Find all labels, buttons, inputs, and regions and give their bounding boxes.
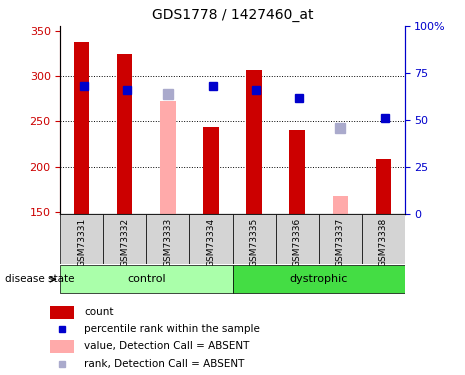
- Text: count: count: [84, 307, 113, 317]
- Bar: [275, 214, 319, 264]
- Bar: [204, 127, 219, 214]
- Text: control: control: [127, 274, 166, 284]
- Text: percentile rank within the sample: percentile rank within the sample: [84, 324, 260, 334]
- Bar: [190, 214, 232, 264]
- Text: GSM73334: GSM73334: [206, 218, 215, 267]
- Bar: [50, 306, 73, 319]
- Bar: [74, 42, 89, 214]
- Bar: [146, 214, 190, 264]
- Text: dystrophic: dystrophic: [289, 274, 348, 284]
- Bar: [232, 214, 275, 264]
- Bar: [232, 265, 405, 293]
- Text: GSM73335: GSM73335: [250, 218, 259, 267]
- Bar: [246, 70, 261, 214]
- Title: GDS1778 / 1427460_at: GDS1778 / 1427460_at: [152, 9, 313, 22]
- Text: disease state: disease state: [5, 274, 74, 284]
- Bar: [103, 214, 146, 264]
- Text: GSM73331: GSM73331: [78, 218, 86, 267]
- Bar: [160, 101, 175, 214]
- Text: value, Detection Call = ABSENT: value, Detection Call = ABSENT: [84, 341, 250, 351]
- Bar: [290, 130, 305, 214]
- Text: GSM73332: GSM73332: [120, 218, 129, 267]
- Bar: [376, 159, 391, 214]
- Text: GSM73338: GSM73338: [379, 218, 387, 267]
- Bar: [60, 214, 103, 264]
- Bar: [118, 54, 133, 214]
- Text: GSM73336: GSM73336: [292, 218, 301, 267]
- Text: GSM73337: GSM73337: [336, 218, 345, 267]
- Bar: [362, 214, 405, 264]
- Text: rank, Detection Call = ABSENT: rank, Detection Call = ABSENT: [84, 359, 245, 369]
- Bar: [60, 265, 232, 293]
- Bar: [50, 340, 73, 353]
- Bar: [332, 196, 347, 214]
- Bar: [319, 214, 362, 264]
- Text: GSM73333: GSM73333: [164, 218, 173, 267]
